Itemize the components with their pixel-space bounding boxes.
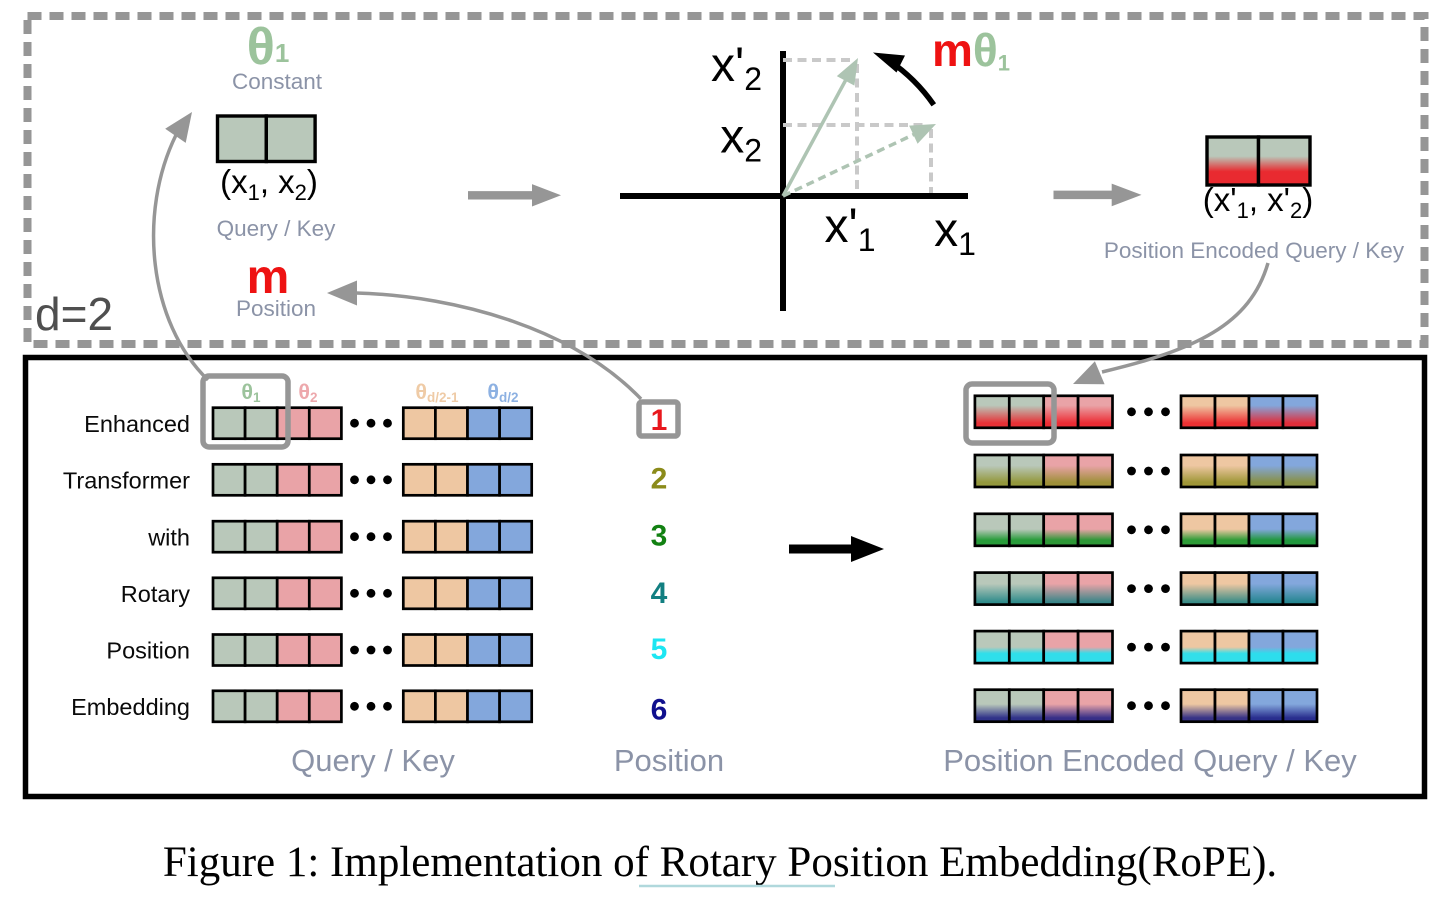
svg-text:Position: Position: [614, 743, 724, 778]
svg-text:Position: Position: [106, 638, 190, 664]
svg-text:2: 2: [651, 462, 668, 495]
svg-text:Constant: Constant: [232, 69, 323, 94]
svg-text:d=2: d=2: [35, 288, 113, 340]
svg-text:mθ1: mθ1: [932, 24, 1010, 76]
svg-text:with: with: [147, 524, 190, 550]
svg-text:Query / Key: Query / Key: [217, 216, 337, 241]
svg-text:m: m: [247, 251, 290, 304]
svg-text:3: 3: [651, 519, 668, 552]
svg-text:Embedding: Embedding: [71, 694, 190, 720]
svg-text:Figure 1: Implementation of Ro: Figure 1: Implementation of Rotary Posit…: [163, 839, 1277, 886]
svg-text:Query / Key: Query / Key: [291, 743, 455, 778]
svg-text:1: 1: [651, 404, 668, 437]
svg-text:Position: Position: [236, 296, 316, 321]
svg-text:4: 4: [651, 577, 668, 610]
svg-text:θ1: θ1: [247, 18, 290, 76]
svg-text:Position Encoded Query / Key: Position Encoded Query / Key: [1104, 238, 1405, 263]
svg-text:Position Encoded Query / Key: Position Encoded Query / Key: [943, 743, 1357, 778]
svg-text:Transformer: Transformer: [63, 467, 190, 493]
svg-text:6: 6: [651, 693, 668, 726]
svg-text:x2: x2: [720, 111, 762, 169]
svg-text:Enhanced: Enhanced: [84, 411, 190, 437]
svg-text:5: 5: [651, 633, 668, 666]
svg-text:Rotary: Rotary: [121, 581, 190, 607]
